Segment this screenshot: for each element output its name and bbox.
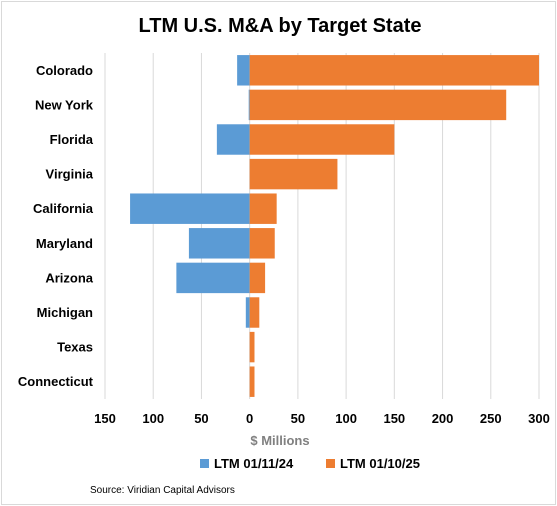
- x-tick-label: 300: [528, 411, 550, 426]
- x-tick-label: 50: [291, 411, 305, 426]
- x-axis-title: $ Millions: [250, 433, 309, 448]
- bar-current-connecticut: [249, 366, 255, 397]
- category-label: Arizona: [45, 270, 93, 285]
- category-label: Florida: [50, 132, 94, 147]
- bar-prior-california: [130, 193, 250, 224]
- x-tick-label: 250: [480, 411, 502, 426]
- bar-prior-colorado: [237, 55, 250, 86]
- category-label: Texas: [57, 340, 93, 355]
- bar-prior-michigan: [245, 297, 250, 328]
- x-tick-label: 50: [194, 411, 208, 426]
- bar-prior-maryland: [188, 228, 250, 259]
- x-tick-label: 100: [335, 411, 357, 426]
- x-tick-label: 200: [432, 411, 454, 426]
- source-note: Source: Viridian Capital Advisors: [90, 485, 235, 496]
- x-tick-label: 150: [383, 411, 405, 426]
- x-tick-label: 100: [142, 411, 164, 426]
- bar-current-michigan: [249, 297, 260, 328]
- category-labels: Colorado New York Florida Virginia Californi…: [18, 63, 94, 389]
- legend-swatch-0: [200, 459, 209, 468]
- category-label: Connecticut: [18, 374, 94, 389]
- bar-current-colorado: [249, 55, 539, 86]
- legend: LTM 01/11/24 LTM 01/10/25: [200, 456, 420, 471]
- bar-current-florida: [249, 124, 395, 155]
- category-label: New York: [35, 97, 94, 112]
- bar-current-maryland: [249, 228, 275, 259]
- x-tick-label: 0: [246, 411, 253, 426]
- bar-current-california: [249, 193, 277, 224]
- bar-prior-arizona: [176, 262, 250, 294]
- bar-current-virginia: [249, 158, 338, 190]
- category-label: Maryland: [36, 236, 93, 251]
- x-tick-label: 150: [94, 411, 116, 426]
- chart-title: LTM U.S. M&A by Target State: [139, 15, 422, 37]
- legend-label-1: LTM 01/10/25: [340, 456, 420, 471]
- bar-current-texas: [249, 331, 255, 363]
- legend-label-0: LTM 01/11/24: [214, 456, 294, 471]
- bar-current-arizona: [249, 262, 266, 294]
- category-label: Virginia: [46, 167, 94, 182]
- category-label: California: [33, 201, 94, 216]
- bars: [130, 55, 539, 397]
- bar-current-new-york: [249, 89, 507, 121]
- category-label: Michigan: [37, 305, 93, 320]
- bar-prior-new-york: [248, 89, 250, 121]
- legend-swatch-1: [326, 459, 335, 468]
- category-label: Colorado: [36, 63, 93, 78]
- bar-prior-florida: [216, 124, 250, 155]
- x-axis-tick-labels: 150 100 50 0 50 100 150 200 250 300: [94, 411, 550, 426]
